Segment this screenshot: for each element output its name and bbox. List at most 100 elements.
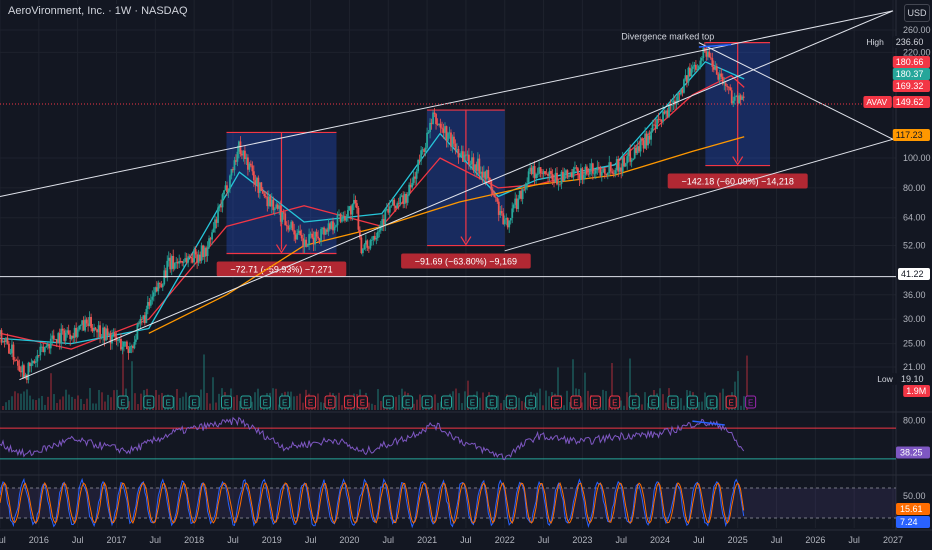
candle-body (415, 171, 418, 179)
drawdown-label: −91.69 (−63.80%) −9,169 (415, 257, 517, 267)
candle-body (453, 136, 455, 144)
candle-body (129, 346, 131, 353)
candle-body (103, 327, 106, 341)
candle-body (296, 233, 299, 240)
candle-body (590, 163, 593, 170)
candle-body (490, 180, 493, 191)
volume-bar (296, 395, 298, 410)
earnings-marker-letter: E (146, 399, 151, 408)
candle-body (191, 258, 194, 263)
candle-body (261, 190, 264, 194)
earnings-marker (279, 395, 291, 409)
candle-body (226, 185, 228, 192)
candle-body (663, 111, 666, 114)
candle-body (463, 154, 466, 162)
candle-body (338, 214, 340, 215)
candle-body (350, 206, 352, 215)
candle-body (623, 157, 626, 167)
candle-body (402, 195, 405, 205)
candle-body (341, 217, 343, 222)
candle-body (641, 138, 644, 141)
candle-body (178, 260, 181, 264)
stoch-d-line (0, 481, 745, 525)
earnings-marker-letter: E (191, 399, 196, 408)
candle-body (8, 343, 10, 354)
divergence-annotation: Divergence marked top (621, 32, 714, 42)
candle-body (43, 346, 46, 353)
time-axis[interactable]: Jul 2016 Jul 2017 Jul 2018 Jul 2019 Jul 2020 Jul 20… (0, 529, 932, 550)
divergence-line (698, 43, 732, 48)
candle-body (430, 122, 433, 124)
candle-body (478, 158, 481, 174)
earnings-marker (628, 395, 640, 409)
candle-body (199, 254, 202, 261)
candle-body (244, 150, 246, 160)
candle-body (444, 126, 446, 133)
candle-body (133, 341, 136, 349)
volume-bar (485, 397, 487, 410)
candle-body (441, 127, 443, 129)
candle-body (197, 254, 200, 263)
earnings-marker (745, 395, 757, 409)
price-label-value: 180.37 (896, 69, 924, 79)
price-tick: 64.00 (903, 213, 926, 223)
volume-bar (320, 402, 322, 410)
candle-body (233, 160, 236, 171)
candle-body (470, 157, 473, 165)
candle-body (130, 346, 133, 347)
earnings-marker (505, 395, 517, 409)
candle-body (556, 172, 558, 185)
earnings-marker-letter: E (166, 399, 171, 408)
currency-button[interactable]: USD (904, 4, 930, 22)
candle-body (148, 301, 151, 306)
candle-body (364, 240, 367, 245)
candle-body (366, 240, 369, 248)
candle-body (206, 247, 209, 257)
candle-body (741, 96, 744, 100)
candle-body (272, 199, 275, 211)
drawdown-arrowhead (460, 236, 472, 246)
horizontal-line[interactable] (0, 103, 896, 278)
candle-body (493, 194, 496, 197)
candle-body (614, 170, 617, 175)
candle-body (82, 320, 85, 331)
candle-body (575, 167, 578, 169)
candle-body (285, 225, 288, 227)
candle-body (693, 64, 696, 67)
candle-body (252, 171, 255, 181)
volume-bar (413, 403, 415, 410)
candle-body (211, 232, 213, 240)
candle-body (465, 154, 467, 156)
volume-bar (434, 394, 436, 410)
volume-bar (131, 361, 133, 410)
earnings-marker-letter: E (709, 399, 714, 408)
earnings-marker (402, 395, 414, 409)
trendlines[interactable] (0, 10, 894, 381)
candle-body (117, 340, 119, 342)
candle-body (299, 230, 302, 235)
candle-body (379, 225, 382, 231)
price-axis[interactable]: 260.00 220.00 100.00 80.00 64.00 52.00 36.00 30… (903, 25, 931, 501)
volume-bar (620, 400, 622, 410)
earnings-marker (725, 395, 737, 409)
volume-bar (83, 404, 85, 410)
candle-body (600, 171, 603, 176)
candle-body (78, 325, 81, 330)
candle-body (266, 197, 269, 207)
candle-body (293, 230, 296, 235)
volume-bar (62, 396, 64, 410)
earnings-marker (259, 395, 271, 409)
candle-body (638, 146, 641, 152)
volume-bar (101, 392, 103, 410)
time-tick: 2018 (184, 535, 204, 545)
candle-body (202, 245, 204, 257)
volume-bar (437, 402, 439, 410)
candle-body (499, 210, 502, 215)
candle-body (193, 249, 196, 263)
candle-body (290, 221, 293, 228)
candle-body (137, 323, 140, 325)
volume-bar (341, 405, 343, 410)
earnings-marker-letter: E (612, 399, 617, 408)
